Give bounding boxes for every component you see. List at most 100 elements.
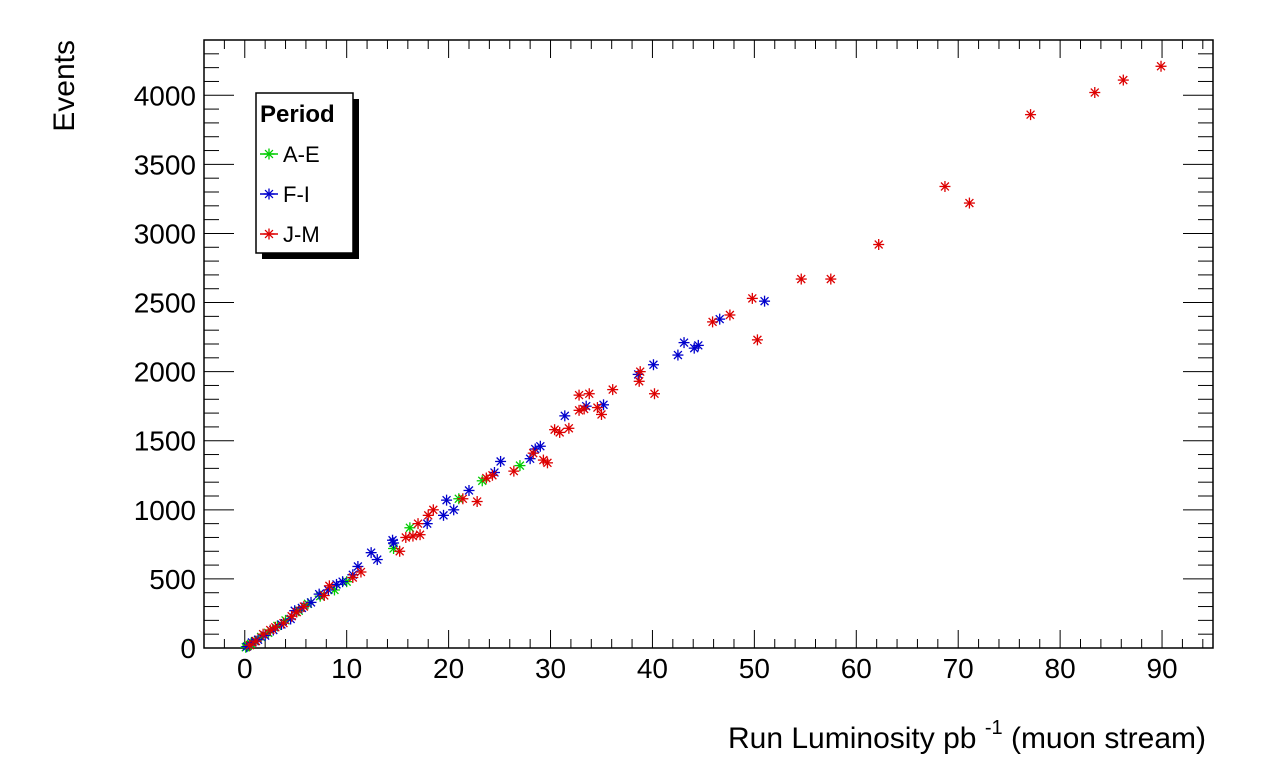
data-point [514,460,526,472]
data-points [240,60,1167,653]
data-point [672,349,684,361]
data-point [457,493,469,505]
data-point [583,388,595,400]
data-point [250,635,262,647]
legend-entries: A-E F-I J-M [260,142,320,247]
data-point [318,589,330,601]
x-axis-title-main: Run Luminosity pb [728,722,976,755]
data-point [724,309,736,321]
data-point [277,617,289,629]
data-point [448,504,460,516]
x-tick-label: 70 [943,653,974,684]
data-point [563,422,575,434]
legend-entry: F-I [260,182,310,207]
data-point [648,388,660,400]
y-tick-label: 3500 [134,149,196,180]
y-tick-label: 4000 [134,80,196,111]
legend-label: F-I [283,182,310,207]
data-point [963,197,975,209]
data-point [365,547,377,559]
data-point [371,554,383,566]
x-tick-label: 0 [237,653,253,684]
x-tick-label: 30 [535,653,566,684]
data-point [404,522,416,534]
data-point [264,624,276,636]
data-point [541,457,553,469]
legend-label: A-E [283,142,320,167]
data-point [1089,87,1101,99]
y-axis-title: Events [48,40,81,132]
data-point [1117,74,1129,86]
data-point [495,455,507,467]
x-tick-label: 60 [841,653,872,684]
data-point [634,366,646,378]
data-point [707,316,719,328]
data-point [795,273,807,285]
y-tick-label: 0 [180,633,196,664]
data-point [298,601,310,613]
y-tick-label: 2500 [134,288,196,319]
data-point [347,572,359,584]
data-point [486,469,498,481]
data-point [407,530,419,542]
data-point [463,484,475,496]
data-point [759,295,771,307]
data-point [534,440,546,452]
data-point [508,465,520,477]
data-point [633,375,645,387]
data-point [647,359,659,371]
data-point [305,596,317,608]
data-point [825,273,837,285]
data-point [1155,60,1167,72]
x-axis-title-tail: (muon stream) [1011,722,1206,755]
x-tick-label: 90 [1146,653,1177,684]
data-point [873,239,885,251]
data-point [421,518,433,530]
data-point [438,509,450,521]
y-tick-label: 3000 [134,218,196,249]
data-point [394,545,406,557]
x-axis-title-superscript: -1 [985,717,1003,739]
data-point [1025,109,1037,121]
x-tick-label: 50 [739,653,770,684]
data-point [412,518,424,530]
data-point [554,426,566,438]
tick-labels: 0 10 20 30 40 50 60 70 80 90 0 500 1000 1500 2000 2500 3… [134,80,1178,684]
data-point [573,389,585,401]
legend-marker [263,228,275,240]
data-point [388,537,400,549]
data-point [939,180,951,192]
y-tick-label: 1000 [134,495,196,526]
legend-marker [263,188,275,200]
data-point [244,639,256,651]
data-point [269,621,281,633]
data-point [678,337,690,349]
legend: Period A-E F-I J-M [255,92,359,259]
data-point [595,408,607,420]
x-tick-label: 80 [1045,653,1076,684]
data-point [441,494,453,506]
data-point [323,580,335,592]
x-axis-title: Run Luminosity pb -1 (muon stream) [728,708,1206,755]
data-point [692,339,704,351]
data-point [291,606,303,618]
data-point [400,531,412,543]
legend-entry: J-M [260,222,320,247]
legend-box [255,92,354,254]
legend-entry: A-E [260,142,320,167]
data-point [355,566,367,578]
x-tick-label: 20 [433,653,464,684]
data-point [559,410,571,422]
data-point [337,576,349,588]
data-point [471,496,483,508]
series-j-m [244,60,1167,651]
data-point [573,404,585,416]
data-point [427,504,439,516]
data-point [578,403,590,415]
legend-marker [263,148,275,160]
legend-title: Period [260,101,335,128]
x-tick-label: 10 [331,653,362,684]
x-tick-label: 40 [637,653,668,684]
data-point [607,384,619,396]
